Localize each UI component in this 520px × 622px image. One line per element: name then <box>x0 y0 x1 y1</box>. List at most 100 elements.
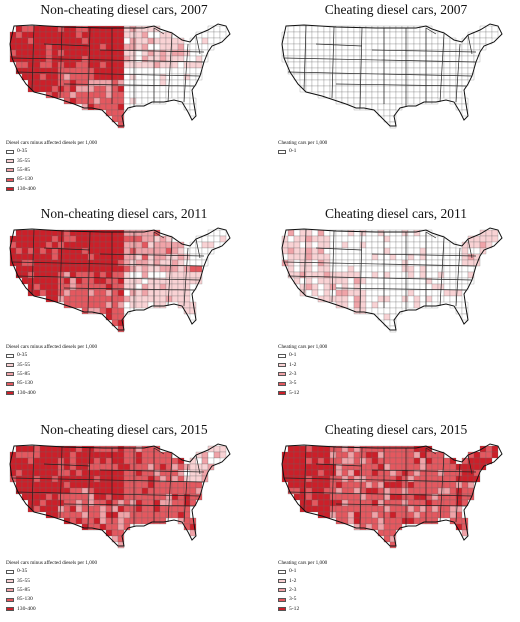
county-cell <box>335 235 343 243</box>
county-cell <box>317 253 325 261</box>
county-cell <box>9 451 17 459</box>
county-cell <box>93 265 101 273</box>
county-cell <box>171 481 179 489</box>
county-cell <box>39 265 47 273</box>
county-cell <box>117 103 125 111</box>
county-cell <box>305 505 313 513</box>
county-cell <box>117 55 125 63</box>
county-cell <box>365 85 373 93</box>
county-cell <box>99 55 107 63</box>
county-cell <box>395 43 403 51</box>
county-cell <box>51 289 59 297</box>
county-cell <box>425 43 433 51</box>
county-cell <box>419 85 427 93</box>
county-cell <box>159 43 167 51</box>
county-cell <box>317 61 325 69</box>
county-cell <box>407 505 415 513</box>
county-cell <box>455 517 463 525</box>
map-title: Cheating diesel cars, 2015 <box>324 422 468 437</box>
county-cell <box>75 463 83 471</box>
county-cell <box>407 271 415 279</box>
county-cell <box>213 25 221 33</box>
county-cell <box>353 511 361 519</box>
county-cell <box>99 85 107 93</box>
county-cell <box>153 85 161 93</box>
county-cell <box>111 61 119 69</box>
county-cell <box>377 43 385 51</box>
county-cell <box>287 475 295 483</box>
county-cell <box>183 487 191 495</box>
county-cell <box>449 55 457 63</box>
county-cell <box>177 499 185 507</box>
county-cell <box>183 271 191 279</box>
county-cell <box>141 235 149 243</box>
county-cell <box>21 241 29 249</box>
county-cell <box>93 301 101 309</box>
county-cell <box>117 457 125 465</box>
county-cell <box>39 31 47 39</box>
county-cell <box>311 469 319 477</box>
county-cell <box>383 511 391 519</box>
county-cell <box>305 445 313 453</box>
county-cell <box>87 253 95 261</box>
county-cell <box>413 235 421 243</box>
county-cell <box>117 271 125 279</box>
county-cell <box>39 61 47 69</box>
county-cell <box>99 247 107 255</box>
county-cell <box>69 499 77 507</box>
us-outline <box>9 23 231 127</box>
county-cell <box>135 457 143 465</box>
county-cell <box>21 37 29 45</box>
county-cell <box>147 235 155 243</box>
county-cell <box>365 31 373 39</box>
legend-item: 130-400 <box>6 605 97 614</box>
county-cell <box>383 469 391 477</box>
county-cell <box>51 79 59 87</box>
county-cell <box>177 283 185 291</box>
county-cell <box>63 265 71 273</box>
county-cell <box>383 445 391 453</box>
county-cell <box>299 445 307 453</box>
county-cell <box>371 295 379 303</box>
county-cell <box>39 445 47 453</box>
county-cell <box>117 91 125 99</box>
county-cell <box>39 67 47 75</box>
county-cell <box>33 55 41 63</box>
county-cell <box>39 289 47 297</box>
county-cell <box>81 469 89 477</box>
legend-item: 130-400 <box>6 389 97 398</box>
county-cell <box>201 43 209 51</box>
county-cell <box>353 487 361 495</box>
county-cell <box>293 37 301 45</box>
county-cell <box>33 49 41 57</box>
county-cell <box>123 301 131 309</box>
county-cell <box>311 493 319 501</box>
county-cell <box>329 37 337 45</box>
county-cell <box>15 475 23 483</box>
county-cell <box>377 61 385 69</box>
county-cell <box>129 61 137 69</box>
county-cell <box>111 511 119 519</box>
county-cell <box>39 49 47 57</box>
county-cell <box>33 229 41 237</box>
county-cell <box>39 463 47 471</box>
county-cell <box>105 73 113 81</box>
county-cell <box>371 91 379 99</box>
county-cell <box>293 31 301 39</box>
county-cell <box>317 49 325 57</box>
county-cell <box>287 445 295 453</box>
county-cell <box>389 511 397 519</box>
county-cell <box>117 97 125 105</box>
county-cell <box>371 289 379 297</box>
county-cell <box>293 259 301 267</box>
county-cell <box>81 73 89 81</box>
county-cell <box>359 451 367 459</box>
county-cell <box>305 235 313 243</box>
county-cell <box>491 235 499 243</box>
county-cell <box>33 283 41 291</box>
county-cell <box>395 457 403 465</box>
county-cell <box>93 277 101 285</box>
county-cell <box>33 79 41 87</box>
county-cell <box>81 493 89 501</box>
county-cell <box>371 265 379 273</box>
